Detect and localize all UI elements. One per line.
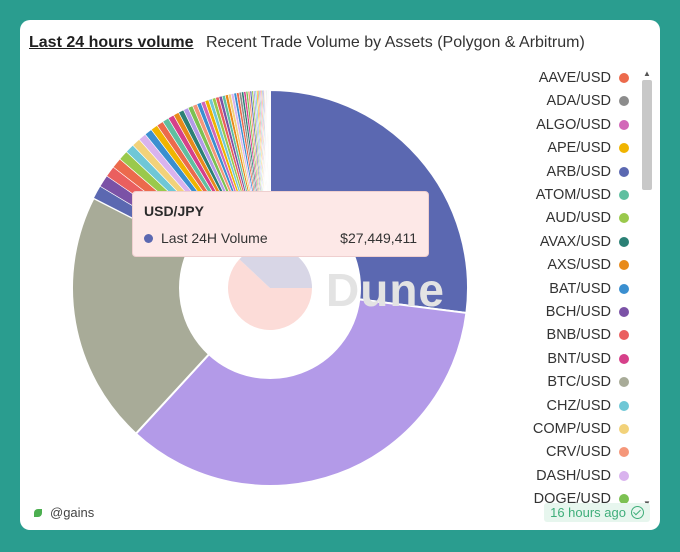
check-circle-icon — [631, 506, 644, 519]
legend-item[interactable]: CRV/USD — [546, 442, 629, 462]
legend-swatch — [619, 166, 629, 177]
tooltip-row: Last 24H Volume $27,449,411 — [144, 230, 417, 246]
chart-subtitle: Recent Trade Volume by Assets (Polygon &… — [205, 34, 585, 51]
legend-swatch — [619, 424, 629, 434]
author-avatar-icon — [34, 508, 42, 517]
scroll-up-arrow-icon[interactable]: ▲ — [643, 69, 651, 78]
legend-item[interactable]: APE/USD — [547, 138, 629, 158]
legend-label: COMP/USD — [532, 421, 611, 437]
legend-item[interactable]: BCH/USD — [546, 302, 629, 322]
legend-swatch — [619, 330, 629, 341]
chart-tooltip: USD/JPY Last 24H Volume $27,449,411 — [132, 191, 429, 257]
legend-label: AUD/USD — [545, 210, 611, 227]
scroll-thumb[interactable] — [642, 80, 652, 190]
legend-label: ADA/USD — [546, 93, 611, 110]
legend-swatch — [619, 400, 629, 411]
legend-label: ALGO/USD — [536, 116, 611, 133]
legend-swatch — [619, 307, 629, 317]
legend-item[interactable]: AUD/USD — [546, 208, 629, 228]
inner-pie-slice — [228, 259, 312, 330]
pie-slice[interactable] — [134, 298, 468, 487]
legend-swatch — [619, 73, 629, 83]
legend-swatch — [619, 353, 629, 364]
legend-swatch — [619, 190, 629, 200]
legend-label: APE/USD — [547, 140, 611, 157]
tooltip-series-dot — [144, 233, 153, 243]
chart-card: Last 24 hours volume Recent Trade Volume… — [20, 20, 660, 530]
legend-swatch — [619, 494, 629, 505]
legend-label: BCH/USD — [545, 304, 611, 320]
legend-item[interactable]: AAVE/USD — [539, 68, 629, 88]
legend-item[interactable]: ATOM/USD — [536, 185, 629, 205]
legend-scrollbar[interactable]: ▲ ▼ — [642, 70, 652, 508]
legend-item[interactable]: COMP/USD — [533, 419, 629, 439]
dune-watermark: Dune — [326, 264, 445, 316]
legend-item[interactable]: DASH/USD — [536, 466, 629, 486]
legend-item[interactable]: BNB/USD — [547, 325, 629, 345]
legend-label: DOGE/USD — [533, 491, 611, 506]
legend-item[interactable]: BAT/USD — [549, 279, 629, 299]
legend-item[interactable]: BNT/USD — [547, 349, 629, 369]
legend-label: AVAX/USD — [539, 233, 611, 250]
chart-tab-title[interactable]: Last 24 hours volume — [29, 34, 194, 51]
author-link[interactable]: @gains — [34, 505, 94, 520]
tooltip-series-name: Last 24H Volume — [161, 230, 268, 246]
legend-label: AXS/USD — [547, 257, 611, 274]
tooltip-title: USD/JPY — [144, 203, 204, 219]
legend-label: BNB/USD — [546, 327, 611, 344]
legend-item[interactable]: AXS/USD — [547, 255, 629, 275]
legend-item[interactable]: AVAX/USD — [540, 232, 629, 252]
tooltip-value: $27,449,411 — [340, 230, 417, 246]
legend-item[interactable]: ARB/USD — [547, 162, 629, 182]
legend-item[interactable]: ALGO/USD — [536, 115, 629, 135]
updated-badge: 16 hours ago — [544, 503, 650, 522]
legend-label: CRV/USD — [546, 444, 611, 461]
updated-text: 16 hours ago — [550, 505, 626, 520]
legend-item[interactable]: BTC/USD — [547, 372, 629, 392]
legend-label: BAT/USD — [549, 280, 611, 297]
legend-swatch — [619, 260, 629, 271]
pie-chart[interactable] — [20, 60, 520, 520]
legend-swatch — [619, 447, 629, 458]
legend-swatch — [619, 96, 629, 107]
legend-swatch — [619, 470, 629, 481]
legend-item[interactable]: ADA/USD — [547, 91, 629, 111]
legend-label: ARB/USD — [546, 163, 611, 180]
legend-label: BNT/USD — [547, 350, 611, 367]
legend-label: DASH/USD — [536, 467, 611, 484]
legend-swatch — [619, 213, 629, 224]
legend-label: AAVE/USD — [538, 70, 611, 86]
author-name: @gains — [50, 505, 95, 520]
legend-label: BTC/USD — [547, 374, 611, 391]
legend-swatch — [619, 283, 629, 294]
legend-label: CHZ/USD — [546, 397, 611, 414]
legend-swatch — [619, 119, 629, 130]
legend-swatch — [619, 143, 629, 154]
legend-swatch — [619, 236, 629, 247]
chart-legend: AAVE/USD ADA/USD ALGO/USD APE/USD ARB/USD ATO… — [523, 68, 651, 506]
legend-label: ATOM/USD — [535, 187, 611, 203]
legend-item[interactable]: DOGE/USD — [534, 489, 629, 506]
legend-swatch — [619, 377, 629, 388]
header: Last 24 hours volume Recent Trade Volume… — [29, 34, 650, 56]
legend-item[interactable]: CHZ/USD — [547, 396, 629, 416]
